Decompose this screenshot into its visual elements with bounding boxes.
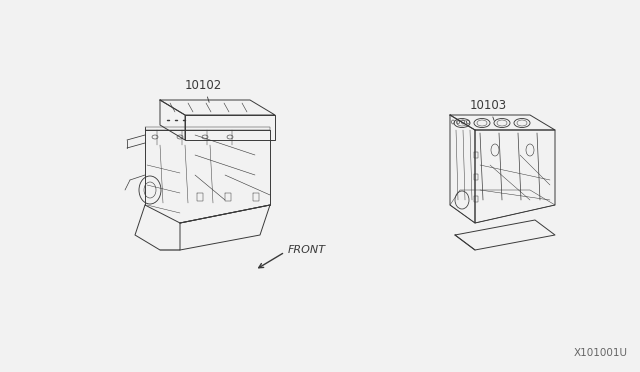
Text: 10103: 10103 — [470, 99, 507, 121]
Text: 10102: 10102 — [185, 78, 222, 102]
Text: FRONT: FRONT — [288, 245, 326, 255]
Text: X101001U: X101001U — [574, 348, 628, 358]
